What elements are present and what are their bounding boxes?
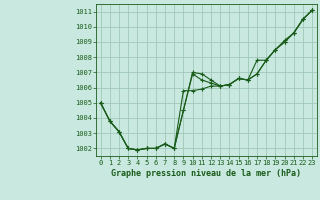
X-axis label: Graphe pression niveau de la mer (hPa): Graphe pression niveau de la mer (hPa) <box>111 169 301 178</box>
